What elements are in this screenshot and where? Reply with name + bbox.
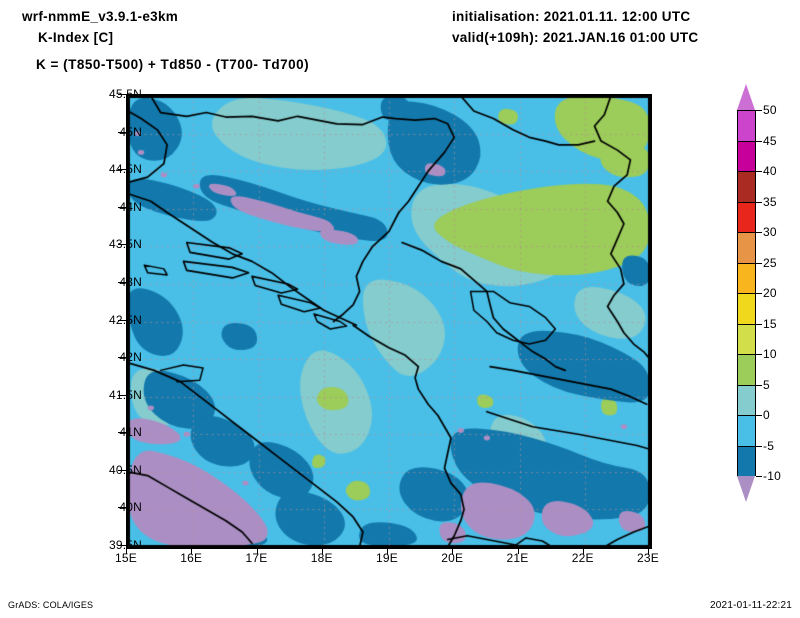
x-axis-tick-mark	[191, 547, 193, 554]
x-axis-tick-label: 17E	[245, 551, 268, 565]
colorbar-tick-mark	[756, 293, 762, 294]
x-axis-tick-mark	[387, 547, 388, 554]
colorbar-tick-label: 45	[763, 133, 777, 148]
y-axis-tick-mark	[118, 131, 126, 133]
y-axis-tick-mark	[118, 319, 126, 321]
colorbar-tick-label: 15	[763, 316, 777, 331]
colorbar-tick-label: 35	[763, 194, 777, 209]
x-axis-tick-label: 16E	[180, 551, 203, 565]
y-axis-tick-mark	[118, 94, 126, 95]
colorbar-tick-label: 40	[763, 164, 777, 178]
y-axis-tick-mark	[118, 545, 126, 546]
colorbar-band	[737, 110, 756, 141]
y-axis-tick-label: 44N	[119, 199, 142, 214]
x-axis-tick-mark	[452, 547, 454, 554]
y-axis-tick-label: 41N	[119, 425, 142, 440]
x-axis-tick-mark	[126, 547, 127, 554]
colorbar-tick-mark	[756, 201, 762, 203]
field-name: K-Index [C]	[38, 30, 114, 45]
x-axis-tick-label: 22E	[571, 551, 594, 565]
colorbar-tick-label: 10	[763, 347, 777, 361]
y-axis-tick-mark	[118, 244, 126, 246]
k-index-formula: K = (T850-T500) + Td850 - (T700- Td700)	[36, 57, 310, 72]
colorbar-tick-mark	[756, 476, 762, 477]
x-axis-tick-mark	[648, 547, 649, 554]
x-axis-tick-label: 18E	[310, 551, 333, 565]
colorbar-band	[737, 445, 756, 476]
x-axis-tick-mark	[517, 547, 519, 554]
y-axis-tick-mark	[118, 394, 126, 396]
y-axis-tick-label: 45N	[119, 124, 142, 139]
x-axis-tick-label: 20E	[441, 551, 464, 565]
colorbar-below-min-arrow-icon	[737, 476, 755, 502]
colorbar-tick-mark	[756, 445, 762, 447]
colorbar-tick-label: -5	[763, 438, 775, 453]
colorbar: 50 45 40 35 30 25 20 15 10 5 0 -5 -10	[737, 84, 781, 502]
colorbar-tick-label: -10	[763, 469, 781, 483]
colorbar-tick-label: 30	[763, 225, 777, 239]
x-axis-tick-label: 21E	[506, 551, 529, 565]
colorbar-tick-label: 20	[763, 286, 777, 300]
x-axis-tick-mark	[256, 547, 258, 554]
y-axis-tick-mark	[118, 206, 126, 208]
grads-credit: GrADS: COLA/IGES	[8, 600, 94, 610]
colorbar-band	[737, 354, 756, 385]
y-axis-tick-mark	[118, 432, 126, 434]
valid-time: valid(+109h): 2021.JAN.16 01:00 UTC	[452, 30, 699, 45]
colorbar-tick-mark	[756, 171, 762, 172]
k-index-heatmap-canvas	[128, 96, 650, 547]
y-axis-tick-mark	[118, 357, 126, 359]
x-axis-tick-label: 23E	[637, 551, 659, 565]
colorbar-above-max-arrow-icon	[737, 84, 755, 110]
colorbar-tick-mark	[756, 262, 762, 264]
colorbar-band	[737, 262, 756, 293]
colorbar-band	[737, 384, 756, 415]
colorbar-tick-mark	[756, 323, 762, 325]
y-axis-tick-mark	[118, 169, 126, 171]
colorbar-band	[737, 171, 756, 202]
x-axis-tick-mark	[582, 547, 584, 554]
colorbar-band	[737, 293, 756, 324]
colorbar-tick-mark	[756, 232, 762, 233]
colorbar-tick-mark	[756, 415, 762, 416]
y-axis-tick-mark	[118, 507, 126, 509]
colorbar-tick-label: 5	[763, 377, 770, 392]
colorbar-band	[737, 140, 756, 171]
colorbar-band	[737, 323, 756, 354]
colorbar-tick-mark	[756, 384, 762, 386]
colorbar-band	[737, 201, 756, 232]
colorbar-tick-label: 25	[763, 255, 777, 270]
colorbar-tick-mark	[756, 110, 762, 111]
header-right-block: initialisation: 2021.01.11. 12:00 UTC va…	[452, 6, 699, 48]
colorbar-band	[737, 415, 756, 446]
x-axis-tick-label: 15E	[115, 551, 137, 565]
colorbar-tick-mark	[756, 140, 762, 142]
colorbar-tick-label: 50	[763, 103, 777, 117]
y-axis-tick-label: 43N	[119, 274, 142, 289]
colorbar-tick-label: 0	[763, 408, 770, 422]
y-axis-tick-mark	[118, 469, 126, 471]
initialisation-time: initialisation: 2021.01.11. 12:00 UTC	[452, 9, 691, 24]
y-axis-tick-label: 42N	[119, 350, 142, 365]
y-axis-tick-mark	[118, 281, 126, 283]
header-left-block: wrf-nmmE_v3.9.1-e3km K-Index [C]	[22, 6, 178, 48]
map-plot-frame	[126, 94, 652, 549]
model-name: wrf-nmmE_v3.9.1-e3km	[22, 9, 179, 24]
colorbar-band	[737, 232, 756, 263]
y-axis-tick-label: 40N	[119, 500, 142, 515]
render-timestamp: 2021-01-11-22:21	[710, 600, 792, 611]
x-axis-tick-label: 19E	[376, 551, 398, 565]
x-axis-tick-mark	[321, 547, 323, 554]
colorbar-tick-mark	[756, 354, 762, 355]
